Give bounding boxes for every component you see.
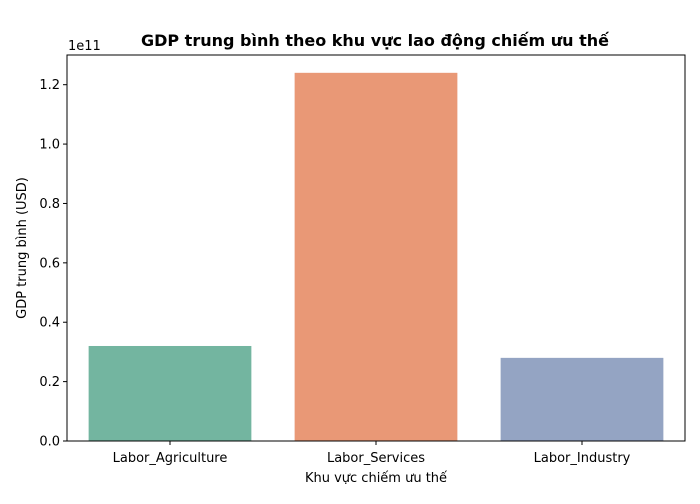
y-tick-label: 0.8	[39, 197, 60, 212]
y-tick-label: 0.0	[39, 435, 60, 450]
plot-frame	[66, 54, 686, 442]
y-axis-offset-label: 1e11	[68, 39, 101, 54]
x-tick-label: Labor_Industry	[534, 451, 631, 466]
bar-labor-agriculture	[88, 345, 252, 441]
x-axis-label: Khu vực chiếm ưu thế	[305, 471, 447, 486]
y-axis-ticks: 0.0 0.2 0.4 0.6 0.8 1.0 1.2	[39, 78, 67, 450]
y-axis-label: GDP trung bình (USD)	[15, 177, 30, 319]
bars-group	[88, 72, 664, 442]
x-axis-ticks: Labor_Agriculture Labor_Services Labor_Ind…	[113, 441, 631, 466]
y-tick-label: 1.2	[39, 78, 60, 93]
y-tick-label: 0.6	[39, 256, 60, 271]
bar-labor-industry	[500, 357, 664, 441]
y-tick-label: 0.4	[39, 316, 60, 331]
y-tick-label: 1.0	[39, 138, 60, 153]
chart-title: GDP trung bình theo khu vực lao động chi…	[141, 31, 610, 50]
y-tick-label: 0.2	[39, 375, 60, 390]
bar-labor-services	[294, 72, 458, 442]
x-tick-label: Labor_Agriculture	[113, 451, 228, 466]
x-tick-label: Labor_Services	[327, 451, 425, 466]
